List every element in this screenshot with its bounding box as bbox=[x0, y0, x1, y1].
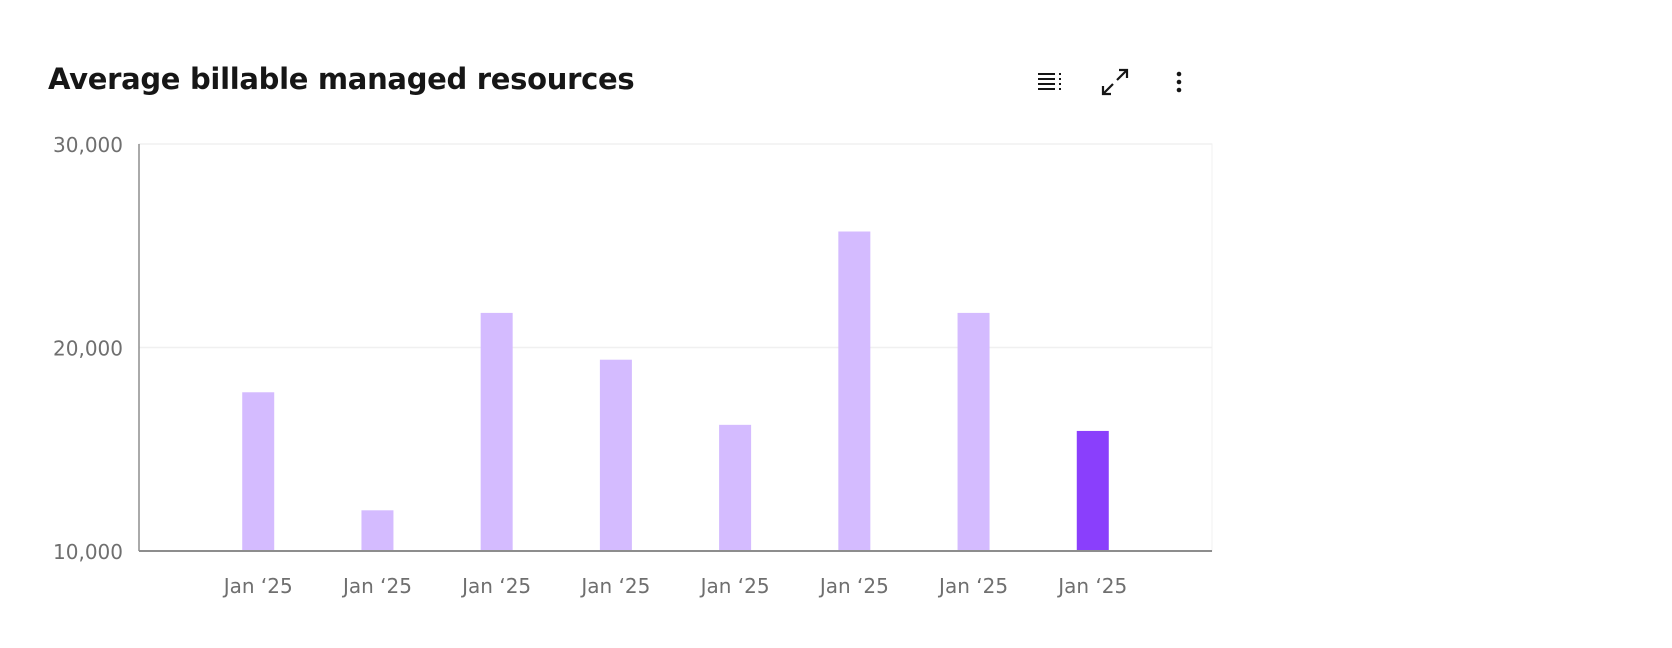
bar bbox=[361, 510, 394, 551]
table-view-icon bbox=[1038, 73, 1061, 90]
x-tick-label: Jan ‘25 bbox=[341, 574, 412, 598]
y-tick-label: 10,000 bbox=[53, 540, 123, 564]
bar bbox=[480, 312, 513, 551]
x-tick-label: Jan ‘25 bbox=[699, 574, 770, 598]
plot-frame bbox=[138, 143, 1213, 552]
bar bbox=[242, 392, 275, 551]
x-tick-label: Jan ‘25 bbox=[460, 574, 531, 598]
bar bbox=[719, 424, 752, 551]
table-view-button[interactable] bbox=[1031, 62, 1071, 102]
maximize-icon bbox=[1101, 68, 1129, 96]
x-tick-label: Jan ‘25 bbox=[818, 574, 889, 598]
chart-title: Average billable managed resources bbox=[48, 62, 635, 96]
bar bbox=[599, 359, 632, 551]
bar bbox=[1076, 430, 1109, 551]
y-tick-label: 20,000 bbox=[53, 337, 123, 361]
y-tick-label: 30,000 bbox=[53, 133, 123, 157]
x-tick-label: Jan ‘25 bbox=[222, 574, 293, 598]
x-tick-label: Jan ‘25 bbox=[579, 574, 650, 598]
bar bbox=[957, 312, 990, 551]
overflow-menu-icon bbox=[1176, 71, 1182, 93]
x-tick-label: Jan ‘25 bbox=[1056, 574, 1127, 598]
overflow-menu-button[interactable] bbox=[1159, 62, 1199, 102]
x-tick-label: Jan ‘25 bbox=[937, 574, 1008, 598]
maximize-button[interactable] bbox=[1095, 62, 1135, 102]
bar bbox=[838, 231, 871, 551]
